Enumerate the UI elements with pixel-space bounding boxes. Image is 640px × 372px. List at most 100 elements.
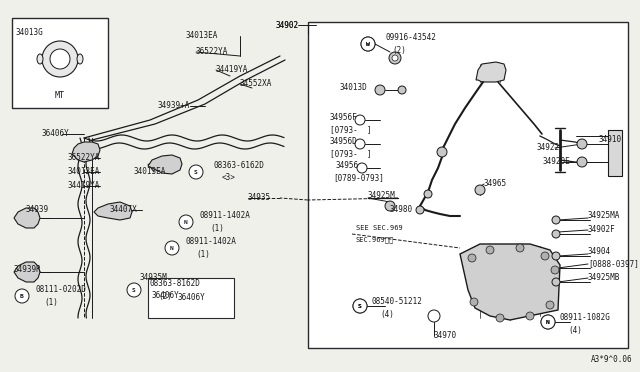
Circle shape: [353, 299, 367, 313]
Circle shape: [546, 301, 554, 309]
Text: 36406Y: 36406Y: [42, 129, 70, 138]
Polygon shape: [14, 262, 40, 282]
Text: 34902: 34902: [276, 20, 299, 29]
Circle shape: [389, 52, 401, 64]
Text: 34956F: 34956F: [330, 113, 358, 122]
Text: [0793-  ]: [0793- ]: [330, 150, 372, 158]
Text: N: N: [546, 320, 550, 324]
Text: SEE SEC.969: SEE SEC.969: [356, 225, 403, 231]
Circle shape: [355, 139, 365, 149]
Text: A3*9^0.06: A3*9^0.06: [590, 355, 632, 364]
Polygon shape: [14, 208, 40, 228]
Text: W: W: [366, 42, 370, 46]
Text: 34013EA: 34013EA: [68, 167, 100, 176]
Text: 34935: 34935: [248, 193, 271, 202]
Circle shape: [437, 147, 447, 157]
Circle shape: [361, 37, 375, 51]
Text: 34419YA: 34419YA: [216, 65, 248, 74]
Text: 08363-6162D: 08363-6162D: [214, 161, 265, 170]
Text: 34902F: 34902F: [588, 225, 616, 234]
Circle shape: [577, 157, 587, 167]
Circle shape: [416, 206, 424, 214]
Circle shape: [552, 252, 560, 260]
Circle shape: [385, 201, 395, 211]
Text: (4): (4): [568, 326, 582, 334]
Text: [0793-  ]: [0793- ]: [330, 125, 372, 135]
Text: 09916-43542: 09916-43542: [386, 33, 437, 42]
Text: 34013EA: 34013EA: [134, 167, 166, 176]
Text: N: N: [184, 219, 188, 224]
Circle shape: [127, 283, 141, 297]
Bar: [12, 18, 108, 108]
Text: 34939: 34939: [26, 205, 49, 215]
Text: 34925M: 34925M: [368, 192, 396, 201]
Circle shape: [375, 85, 385, 95]
Text: 34939+A: 34939+A: [158, 102, 190, 110]
Polygon shape: [148, 155, 182, 174]
Polygon shape: [94, 202, 132, 220]
Circle shape: [179, 215, 193, 229]
Text: B: B: [20, 294, 24, 298]
Text: 34965: 34965: [484, 180, 507, 189]
Text: 34925MA: 34925MA: [588, 212, 620, 221]
Text: 34013G: 34013G: [16, 28, 44, 37]
Text: 34902: 34902: [276, 20, 299, 29]
Text: SEC.969参図: SEC.969参図: [356, 237, 394, 243]
Text: (2): (2): [158, 292, 172, 301]
Text: 08111-0202D: 08111-0202D: [36, 285, 87, 295]
Text: S: S: [194, 170, 198, 174]
Circle shape: [541, 315, 555, 329]
Circle shape: [552, 230, 560, 238]
Circle shape: [398, 86, 406, 94]
Circle shape: [552, 278, 560, 286]
Circle shape: [475, 185, 485, 195]
Text: 34956D: 34956D: [330, 138, 358, 147]
Polygon shape: [476, 62, 506, 82]
Text: 34920E: 34920E: [542, 157, 570, 167]
Text: 08911-1402A: 08911-1402A: [200, 212, 251, 221]
Ellipse shape: [77, 54, 83, 64]
Text: (2): (2): [392, 45, 406, 55]
Circle shape: [353, 299, 367, 313]
Circle shape: [15, 289, 29, 303]
Text: 34013EA: 34013EA: [186, 32, 218, 41]
Bar: [308, 22, 628, 348]
Text: (1): (1): [210, 224, 224, 232]
Text: 08911-1402A: 08911-1402A: [186, 237, 237, 247]
Text: 36522YA: 36522YA: [196, 48, 228, 57]
Text: 36406Y: 36406Y: [151, 292, 179, 301]
Circle shape: [165, 241, 179, 255]
Circle shape: [189, 165, 203, 179]
Text: 34970: 34970: [434, 331, 457, 340]
Text: 34922: 34922: [537, 144, 560, 153]
Circle shape: [552, 216, 560, 224]
Text: [0888-0397]: [0888-0397]: [588, 260, 639, 269]
Circle shape: [355, 115, 365, 125]
Bar: [148, 278, 234, 318]
Text: S: S: [358, 304, 362, 308]
Circle shape: [526, 312, 534, 320]
Text: S: S: [132, 288, 136, 292]
Text: 08911-1082G: 08911-1082G: [560, 314, 611, 323]
Circle shape: [496, 314, 504, 322]
Text: N: N: [546, 320, 550, 324]
Text: 34910: 34910: [599, 135, 622, 144]
Bar: [608, 130, 622, 176]
Circle shape: [361, 37, 375, 51]
Text: [0789-0793]: [0789-0793]: [333, 173, 384, 183]
Text: (4): (4): [380, 310, 394, 318]
Text: 08540-51212: 08540-51212: [372, 298, 423, 307]
Text: N: N: [170, 246, 174, 250]
Text: 34956: 34956: [336, 161, 359, 170]
Circle shape: [392, 55, 398, 61]
Text: 34939R: 34939R: [14, 266, 42, 275]
Text: 34980: 34980: [390, 205, 413, 215]
Circle shape: [50, 49, 70, 69]
Text: 36522YA: 36522YA: [68, 154, 100, 163]
Polygon shape: [72, 142, 100, 162]
Text: <3>: <3>: [222, 173, 236, 183]
Text: 34925MB: 34925MB: [588, 273, 620, 282]
Text: 34407X: 34407X: [110, 205, 138, 215]
Text: 36406Y: 36406Y: [177, 294, 205, 302]
Text: (1): (1): [44, 298, 58, 307]
